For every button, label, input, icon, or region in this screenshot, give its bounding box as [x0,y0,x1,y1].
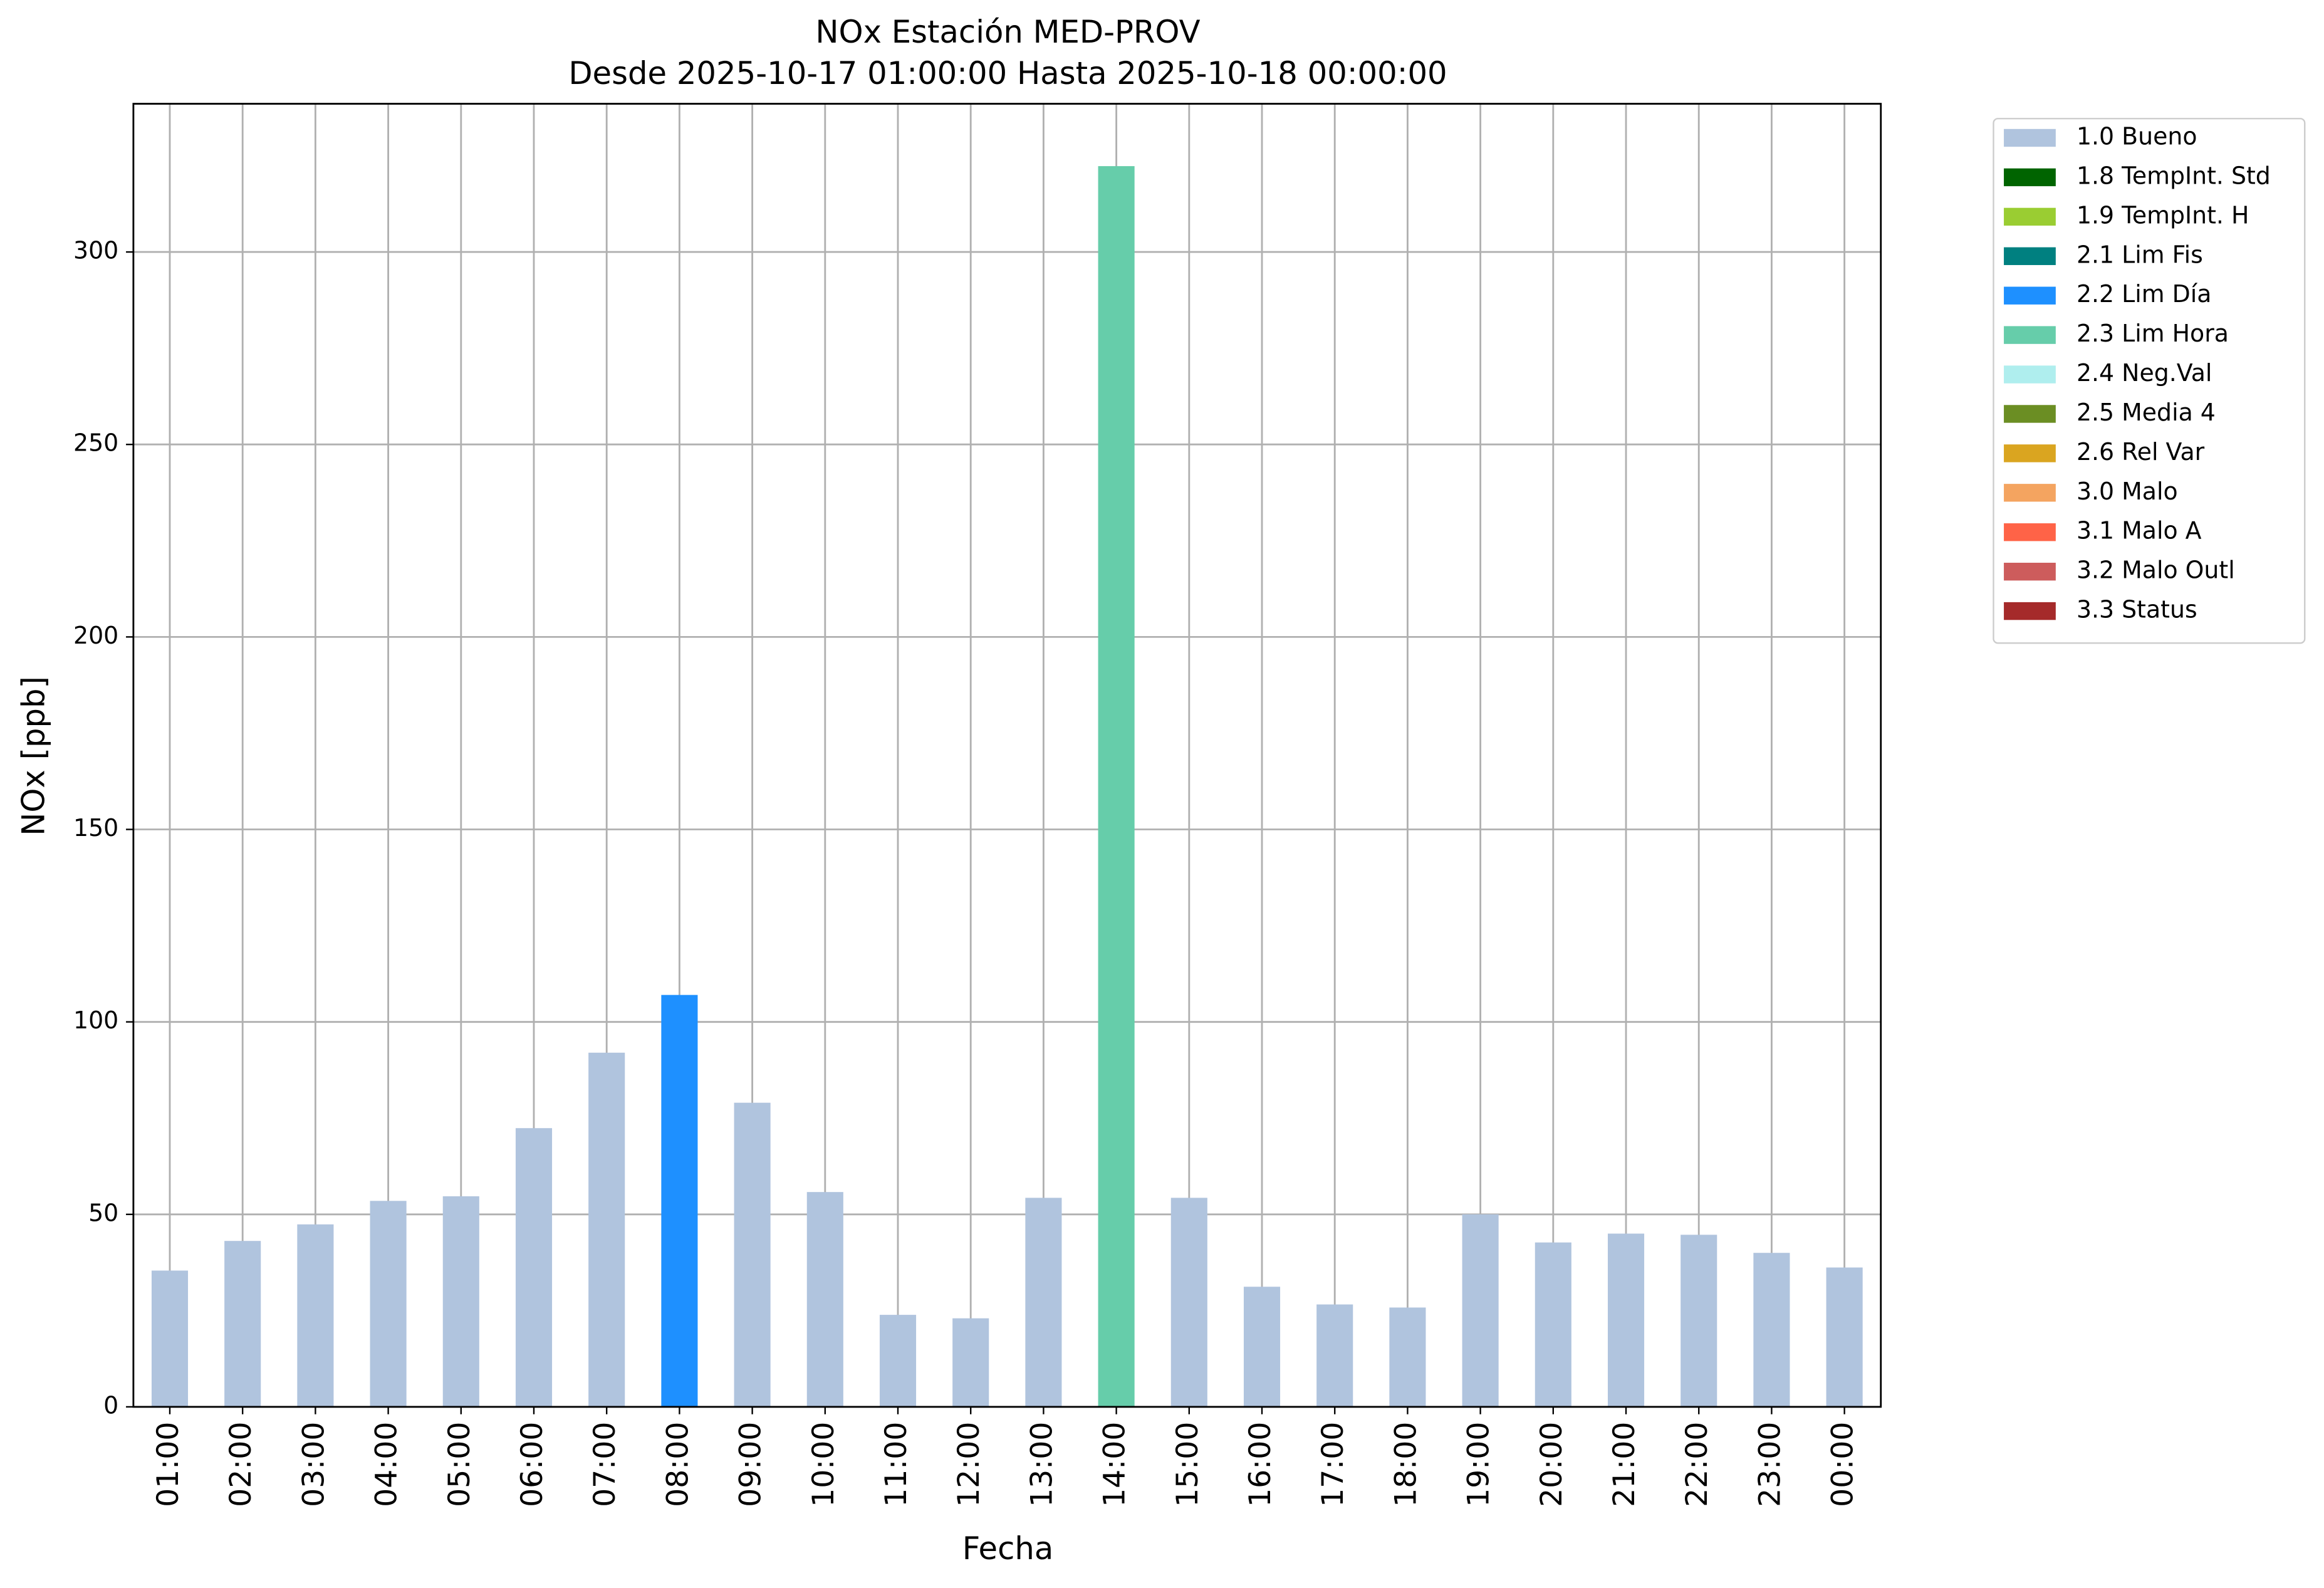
legend-swatch [2004,326,2056,344]
y-tick-label: 250 [73,429,118,457]
bar [879,1315,917,1407]
bar [1316,1304,1353,1407]
bar [806,1192,843,1407]
x-tick-label: 23:00 [1753,1422,1787,1507]
bar [952,1318,989,1407]
legend-swatch [2004,484,2056,502]
x-tick-label: 08:00 [660,1422,695,1507]
legend-swatch [2004,365,2056,384]
x-tick-label: 06:00 [515,1422,550,1507]
bar [734,1102,771,1407]
legend-swatch [2004,247,2056,265]
y-tick-label: 100 [73,1006,118,1034]
x-tick-label: 07:00 [588,1422,622,1507]
x-tick-label: 14:00 [1098,1422,1132,1507]
legend-label: 2.3 Lim Hora [2076,320,2229,347]
bar [370,1201,407,1407]
y-axis-label: NOx [ppb] [15,676,51,836]
legend-swatch [2004,286,2056,305]
legend-swatch [2004,168,2056,187]
legend-frame [1993,118,2306,644]
x-tick-label: 05:00 [442,1422,477,1507]
y-tick-label: 150 [73,814,118,842]
legend-label: 2.6 Rel Var [2076,438,2205,466]
bar [1025,1198,1062,1407]
x-tick-label: 03:00 [296,1422,331,1507]
bar [1680,1235,1717,1407]
legend-label: 1.0 Bueno [2076,122,2197,150]
x-tick-label: 22:00 [1680,1422,1714,1507]
legend-label: 3.0 Malo [2076,478,2178,505]
legend-label: 2.2 Lim Día [2076,280,2211,308]
legend-label: 1.8 TempInt. Std [2076,162,2271,189]
x-tick-label: 13:00 [1024,1422,1059,1507]
legend: 1.0 Bueno 1.8 TempInt. Std 1.9 TempInt. H 2… [1993,118,2306,644]
legend-swatch [2004,128,2056,147]
x-tick-label: 10:00 [806,1422,841,1507]
bar [515,1128,553,1407]
bar [1462,1214,1499,1407]
x-tick-label: 09:00 [734,1422,768,1507]
legend-label: 1.9 TempInt. H [2076,201,2249,229]
x-tick-label: 02:00 [224,1422,258,1507]
y-tick-label: 50 [88,1199,118,1226]
bar [1389,1307,1426,1407]
chart-title: NOx Estación MED-PROV [815,14,1200,50]
x-tick-label: 04:00 [370,1422,404,1507]
bar [1170,1198,1207,1407]
legend-label: 2.5 Media 4 [2076,399,2216,426]
legend-label: 3.2 Malo Outl [2076,556,2235,584]
legend-label: 3.1 Malo A [2076,517,2202,545]
x-tick-label: 20:00 [1535,1422,1569,1507]
plot-frame [132,103,1882,1408]
legend-label: 2.1 Lim Fis [2076,241,2203,268]
bar [1826,1267,1863,1407]
x-tick-label: 21:00 [1607,1422,1642,1507]
legend-label: 2.4 Neg.Val [2076,359,2212,387]
x-axis-label: Fecha [962,1530,1054,1567]
bar [588,1052,625,1407]
legend-swatch [2004,602,2056,620]
x-tick-label: 01:00 [151,1422,185,1507]
legend-swatch [2004,562,2056,581]
bar [442,1196,479,1407]
y-tick-label: 300 [73,237,118,264]
x-tick-label: 17:00 [1316,1422,1350,1507]
bar [1753,1253,1790,1407]
legend-swatch [2004,444,2056,462]
bar [297,1224,334,1407]
x-tick-label: 00:00 [1826,1422,1860,1507]
bar [1535,1242,1571,1407]
x-tick-label: 16:00 [1243,1422,1278,1507]
legend-label: 3.3 Status [2076,596,2197,624]
bar [1098,166,1135,1407]
bar [151,1270,189,1407]
legend-swatch [2004,207,2056,226]
y-tick-label: 200 [73,622,118,649]
bar [1243,1287,1281,1407]
x-tick-label: 15:00 [1170,1422,1205,1507]
x-tick-label: 12:00 [952,1422,986,1507]
bar [224,1241,261,1407]
x-tick-label: 18:00 [1389,1422,1423,1507]
y-tick-label: 0 [103,1391,118,1419]
bar [1607,1233,1645,1407]
x-tick-label: 11:00 [879,1422,914,1507]
legend-swatch [2004,523,2056,541]
legend-swatch [2004,405,2056,423]
x-tick-label: 19:00 [1462,1422,1496,1507]
bar [661,995,698,1407]
chart-subtitle: Desde 2025-10-17 01:00:00 Hasta 2025-10-… [568,55,1447,91]
